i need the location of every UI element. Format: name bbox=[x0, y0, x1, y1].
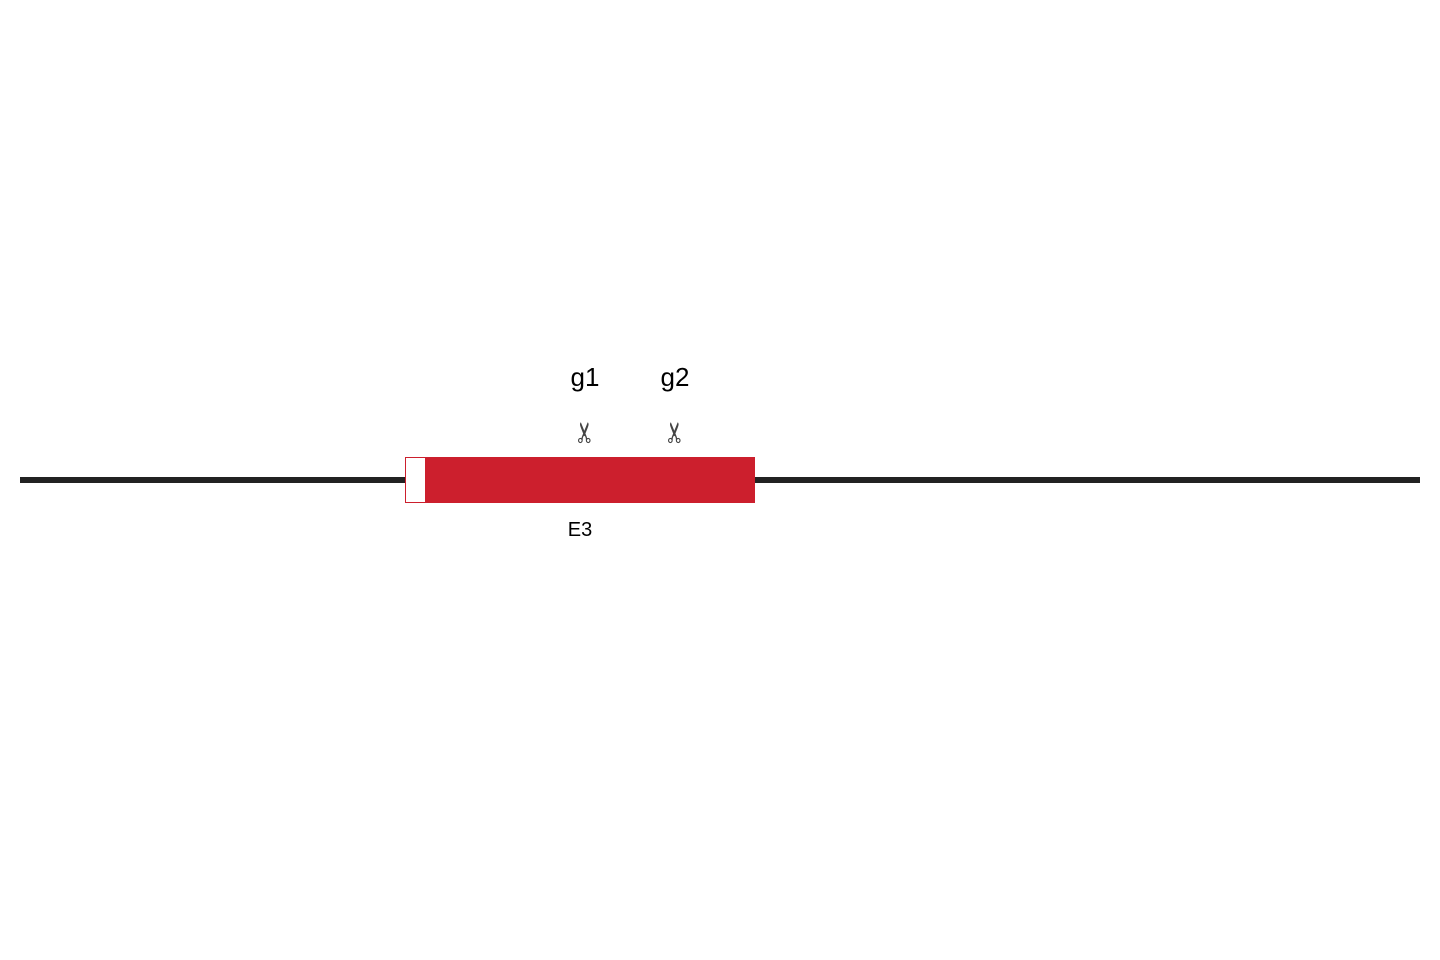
guide-label-g2: g2 bbox=[661, 362, 690, 393]
exon-coding-box bbox=[425, 457, 755, 503]
exon-label: E3 bbox=[568, 519, 592, 542]
scissors-icon: ✂ bbox=[659, 421, 692, 444]
guide-label-g1: g1 bbox=[571, 362, 600, 393]
gene-diagram: E3 g1 ✂ g2 ✂ bbox=[0, 0, 1440, 960]
scissors-icon: ✂ bbox=[569, 421, 602, 444]
